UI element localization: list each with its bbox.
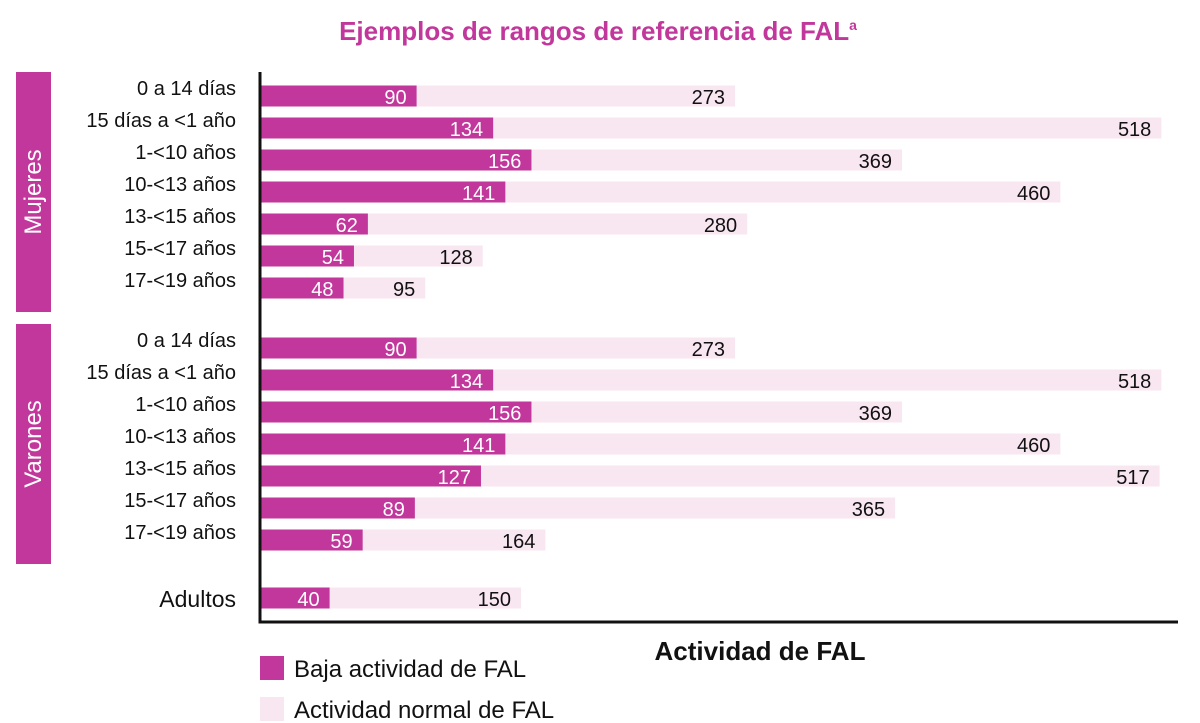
label-low-varones-1: 134	[450, 371, 483, 393]
label-normal-varones-3: 460	[1017, 435, 1050, 457]
legend-label-low: Baja actividad de FAL	[294, 656, 526, 683]
group-label-mujeres: Mujeres	[20, 149, 47, 234]
label-low-varones-6: 59	[330, 531, 352, 553]
bar-low-varones-5	[260, 497, 415, 519]
bar-low-mujeres-6	[260, 277, 344, 299]
label-low-varones-0: 90	[384, 339, 406, 361]
category-label-mujeres-4: 13-<15 años	[124, 206, 236, 228]
category-label-varones-4: 13-<15 años	[124, 458, 236, 480]
bar-low-mujeres-3	[260, 181, 506, 203]
label-normal-varones-6: 164	[502, 531, 535, 553]
label-low-mujeres-1: 134	[450, 119, 483, 141]
category-label-adultos-0: Adultos	[159, 586, 236, 612]
legend-swatch-normal	[260, 697, 284, 721]
category-label-mujeres-1: 15 días a <1 año	[86, 110, 236, 132]
category-label-mujeres-6: 17-<19 años	[124, 270, 236, 292]
label-low-mujeres-6: 48	[311, 279, 333, 301]
label-normal-varones-2: 369	[859, 403, 892, 425]
legend: Baja actividad de FAL Actividad normal de…	[260, 656, 554, 723]
bar-normal-varones-5	[260, 497, 896, 519]
bar-low-mujeres-2	[260, 149, 532, 171]
legend-label-normal: Actividad normal de FAL	[294, 697, 554, 723]
group-label-varones: Varones	[20, 400, 47, 488]
group-band-mujeres	[16, 72, 51, 312]
bar-low-mujeres-0	[260, 85, 417, 107]
label-normal-varones-1: 518	[1118, 371, 1151, 393]
label-normal-varones-5: 365	[852, 499, 885, 521]
x-axis-label: Actividad de FAL	[655, 636, 866, 666]
group-band-varones	[16, 324, 51, 564]
category-label-mujeres-0: 0 a 14 días	[137, 78, 236, 100]
label-low-mujeres-2: 156	[488, 151, 521, 173]
label-normal-adultos-0: 150	[478, 589, 511, 611]
label-normal-mujeres-4: 280	[704, 215, 737, 237]
bar-low-varones-4	[260, 465, 481, 487]
label-normal-mujeres-1: 518	[1118, 119, 1151, 141]
legend-swatch-low	[260, 656, 284, 680]
category-label-mujeres-5: 15-<17 años	[124, 238, 236, 260]
category-label-varones-1: 15 días a <1 año	[86, 362, 236, 384]
label-normal-mujeres-2: 369	[859, 151, 892, 173]
label-low-adultos-0: 40	[297, 589, 319, 611]
chart-title: Ejemplos de rangos de referencia de FALa	[339, 16, 857, 46]
label-low-mujeres-4: 62	[336, 215, 358, 237]
category-label-varones-3: 10-<13 años	[124, 426, 236, 448]
label-normal-mujeres-5: 128	[439, 247, 472, 269]
label-low-varones-2: 156	[488, 403, 521, 425]
bar-low-varones-2	[260, 401, 532, 423]
bars-layer: Mujeres 90 273 0 a 14 días 134 518 15 días a <…	[16, 72, 1162, 612]
label-normal-mujeres-6: 95	[393, 279, 415, 301]
axes-layer	[258, 72, 1178, 624]
label-normal-varones-0: 273	[692, 339, 725, 361]
bar-low-varones-0	[260, 337, 417, 359]
bar-normal-varones-4	[260, 465, 1160, 487]
bar-low-varones-1	[260, 369, 494, 391]
category-label-varones-6: 17-<19 años	[124, 522, 236, 544]
category-label-mujeres-3: 10-<13 años	[124, 174, 236, 196]
label-low-mujeres-3: 141	[462, 183, 495, 205]
label-normal-mujeres-3: 460	[1017, 183, 1050, 205]
bar-normal-mujeres-4	[260, 213, 748, 235]
label-normal-varones-4: 517	[1116, 467, 1149, 489]
bar-low-mujeres-4	[260, 213, 368, 235]
bar-low-mujeres-1	[260, 117, 494, 139]
bar-low-varones-3	[260, 433, 506, 455]
label-normal-mujeres-0: 273	[692, 87, 725, 109]
label-low-varones-5: 89	[383, 499, 405, 521]
category-label-mujeres-2: 1-<10 años	[135, 142, 236, 164]
label-low-varones-3: 141	[462, 435, 495, 457]
label-low-varones-4: 127	[438, 467, 471, 489]
label-low-mujeres-5: 54	[322, 247, 344, 269]
category-label-varones-5: 15-<17 años	[124, 490, 236, 512]
label-low-mujeres-0: 90	[384, 87, 406, 109]
category-label-varones-2: 1-<10 años	[135, 394, 236, 416]
bar-low-adultos-0	[260, 587, 330, 609]
bar-low-varones-6	[260, 529, 363, 551]
bar-low-mujeres-5	[260, 245, 354, 267]
category-label-varones-0: 0 a 14 días	[137, 330, 236, 352]
